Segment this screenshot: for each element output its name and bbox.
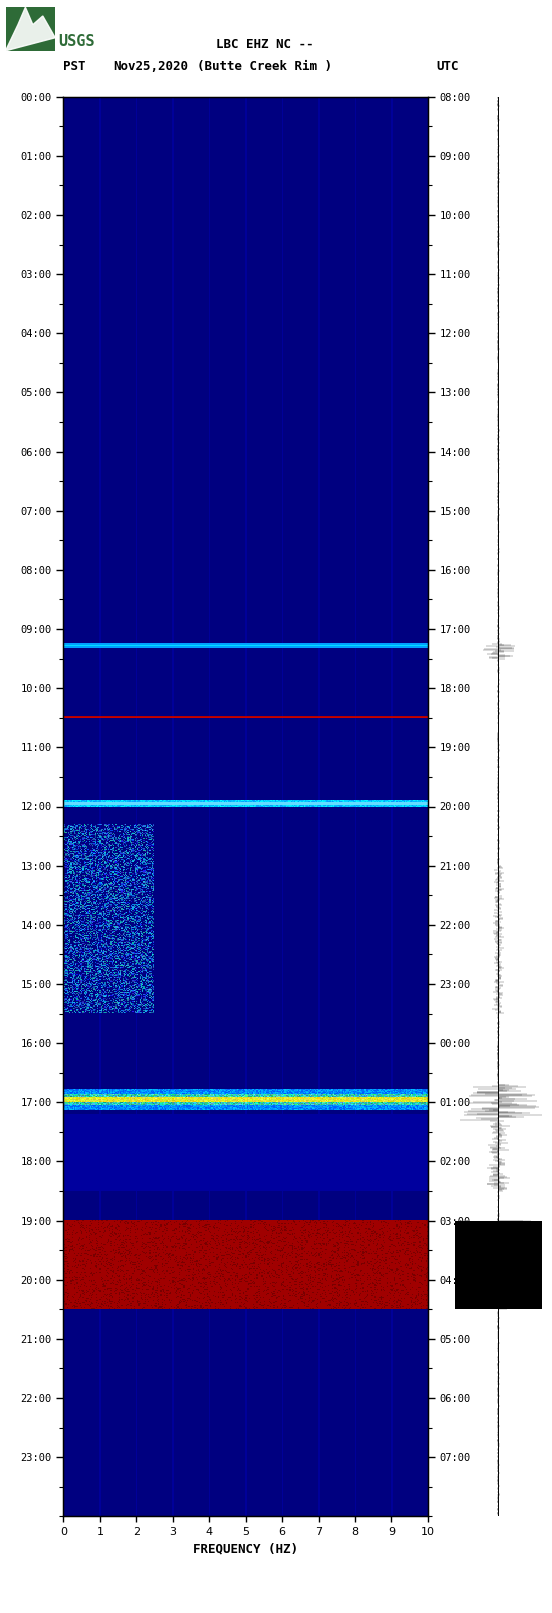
Text: (Butte Creek Rim ): (Butte Creek Rim ) [198,60,332,73]
Text: USGS: USGS [58,34,94,48]
Text: UTC: UTC [436,60,459,73]
Text: PST: PST [63,60,86,73]
Polygon shape [6,6,55,50]
X-axis label: FREQUENCY (HZ): FREQUENCY (HZ) [193,1542,298,1555]
Text: Nov25,2020: Nov25,2020 [113,60,188,73]
Text: LBC EHZ NC --: LBC EHZ NC -- [216,37,314,50]
Bar [455,1221,542,1310]
